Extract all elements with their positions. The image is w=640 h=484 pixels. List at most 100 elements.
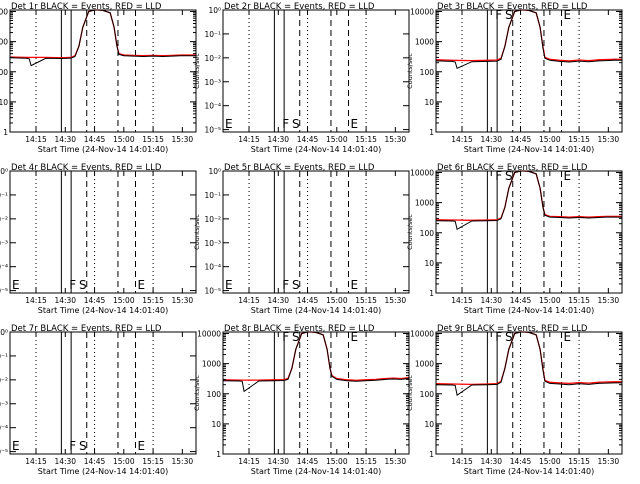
y-tick-label: 10: [211, 420, 221, 429]
events-series-line: [435, 170, 622, 231]
event-marker-label: E: [564, 8, 572, 22]
y-tick-label: 10⁻²: [0, 376, 8, 385]
y-axis-label: Counts/sec: [406, 214, 414, 250]
x-axis-label: Start Time (24-Nov-14 14:01:40): [464, 467, 594, 476]
event-marker-label: E: [351, 278, 359, 292]
y-tick-label: 10000: [410, 8, 434, 17]
x-tick-label: 14:15: [451, 457, 473, 466]
x-tick-label: 15:15: [142, 457, 164, 466]
y-tick-label: 10⁻¹: [204, 191, 221, 200]
x-tick-label: 14:30: [267, 135, 289, 144]
event-marker-label: S: [292, 330, 300, 344]
plot-frame: [222, 170, 410, 294]
x-tick-label: 14:15: [451, 135, 473, 144]
x-tick-label: 14:45: [84, 457, 106, 466]
lld-series-line: [435, 9, 622, 62]
y-tick-label: 10000: [410, 169, 434, 178]
event-marker-label: E: [138, 278, 146, 292]
x-tick-label: 14:30: [480, 296, 502, 305]
x-tick-label: 14:15: [25, 296, 47, 305]
x-axis-label: Start Time (24-Nov-14 14:01:40): [38, 145, 168, 154]
x-tick-label: 14:45: [510, 296, 532, 305]
y-axis-label: Counts/sec: [193, 53, 201, 89]
panel-det-1: 1 10 100 1000 10000 14:15 14:30 14:45 15:00 15:15…: [0, 2, 197, 154]
x-tick-label: 14:45: [510, 457, 532, 466]
panel-title: Det 3r BLACK = Events, RED = LLD: [437, 2, 588, 12]
y-tick-label: 10⁻²: [204, 215, 221, 224]
x-tick-label: 15:00: [326, 457, 348, 466]
x-tick-label: 15:30: [385, 296, 407, 305]
y-tick-label: 10⁻⁴: [0, 263, 8, 272]
x-axis-label: Start Time (24-Nov-14 14:01:40): [38, 467, 168, 476]
y-tick-label: 10⁰: [208, 167, 221, 176]
event-marker-label: S: [505, 8, 513, 22]
panel-title: Det 9r BLACK = Events, RED = LLD: [437, 324, 588, 334]
x-axis-label: Start Time (24-Nov-14 14:01:40): [464, 306, 594, 315]
y-tick-label: 10⁰: [0, 167, 8, 176]
lld-series-line: [435, 170, 622, 221]
x-tick-label: 15:00: [113, 296, 135, 305]
y-tick-label: 10⁻²: [0, 215, 8, 224]
panel-title: Det 5r BLACK = Events, RED = LLD: [224, 163, 375, 173]
y-tick-label: 10⁻⁵: [204, 126, 221, 135]
event-marker-label: F: [495, 169, 502, 183]
x-tick-label: 14:15: [25, 457, 47, 466]
x-tick-label: 15:15: [355, 135, 377, 144]
panel-det-8: 1 10 100 1000 10000 14:15 14:30 14:45 15:00 15:15…: [193, 324, 410, 476]
x-tick-label: 15:15: [355, 296, 377, 305]
lld-series-line: [435, 331, 622, 386]
y-tick-label: 10⁻³: [204, 78, 221, 87]
panel-det-5: 10⁰ 10⁻¹ 10⁻² 10⁻³ 10⁻⁴ 10⁻⁵ 14:15 14:30 14:45 15…: [193, 163, 410, 315]
panel-title: Det 4r BLACK = Events, RED = LLD: [11, 163, 162, 173]
x-tick-label: 15:00: [113, 135, 135, 144]
event-marker-label: F: [69, 278, 76, 292]
event-marker-label: S: [292, 117, 300, 131]
x-tick-label: 14:15: [238, 296, 260, 305]
plot-frame: [435, 9, 623, 133]
y-tick-label: 100: [0, 68, 8, 77]
y-tick-label: 10⁻⁴: [204, 102, 221, 111]
x-tick-label: 15:30: [598, 296, 620, 305]
x-axis-label: Start Time (24-Nov-14 14:01:40): [251, 306, 381, 315]
plot-frame: [222, 9, 410, 133]
y-tick-label: 100: [420, 390, 435, 399]
event-marker-label: F: [282, 330, 289, 344]
panel-det-2: 10⁰ 10⁻¹ 10⁻² 10⁻³ 10⁻⁴ 10⁻⁵ 14:15 14:30 14:45 15…: [193, 2, 410, 154]
x-axis-label: Start Time (24-Nov-14 14:01:40): [251, 145, 381, 154]
x-tick-label: 15:15: [142, 296, 164, 305]
plot-frame: [9, 170, 197, 294]
y-tick-label: 10: [424, 98, 434, 107]
x-tick-label: 14:30: [54, 135, 76, 144]
y-tick-label: 1000: [0, 38, 8, 47]
events-series-line: [435, 9, 622, 69]
x-tick-label: 14:45: [84, 135, 106, 144]
y-axis-label: Counts/sec: [193, 214, 201, 250]
x-axis-label: Start Time (24-Nov-14 14:01:40): [464, 145, 594, 154]
y-axis-label: Counts/sec: [406, 53, 414, 89]
x-tick-label: 15:30: [172, 135, 194, 144]
event-marker-label: F: [282, 117, 289, 131]
x-tick-label: 14:45: [297, 135, 319, 144]
lld-series-line: [222, 331, 410, 381]
event-marker-label: E: [351, 330, 359, 344]
y-tick-label: 10⁰: [208, 6, 221, 15]
x-tick-label: 14:30: [267, 457, 289, 466]
y-tick-label: 10⁻⁵: [0, 287, 8, 296]
event-marker-label: E: [564, 169, 572, 183]
event-marker-label: E: [138, 439, 146, 453]
y-tick-label: 10⁻¹: [204, 30, 221, 39]
x-tick-label: 15:00: [539, 296, 561, 305]
event-marker-label: E: [225, 117, 233, 131]
panel-det-6: 1 10 100 1000 10000 14:15 14:30 14:45 15:00 15:15…: [406, 163, 623, 315]
event-marker-label: S: [79, 439, 87, 453]
plot-frame: [9, 331, 197, 455]
x-tick-label: 14:30: [54, 296, 76, 305]
event-marker-label: E: [225, 278, 233, 292]
y-tick-label: 10000: [410, 330, 434, 339]
event-marker-label: E: [564, 330, 572, 344]
x-tick-label: 15:00: [326, 296, 348, 305]
x-tick-label: 15:30: [598, 457, 620, 466]
y-tick-label: 1000: [415, 360, 434, 369]
x-tick-label: 15:30: [385, 135, 407, 144]
x-tick-label: 15:30: [598, 135, 620, 144]
